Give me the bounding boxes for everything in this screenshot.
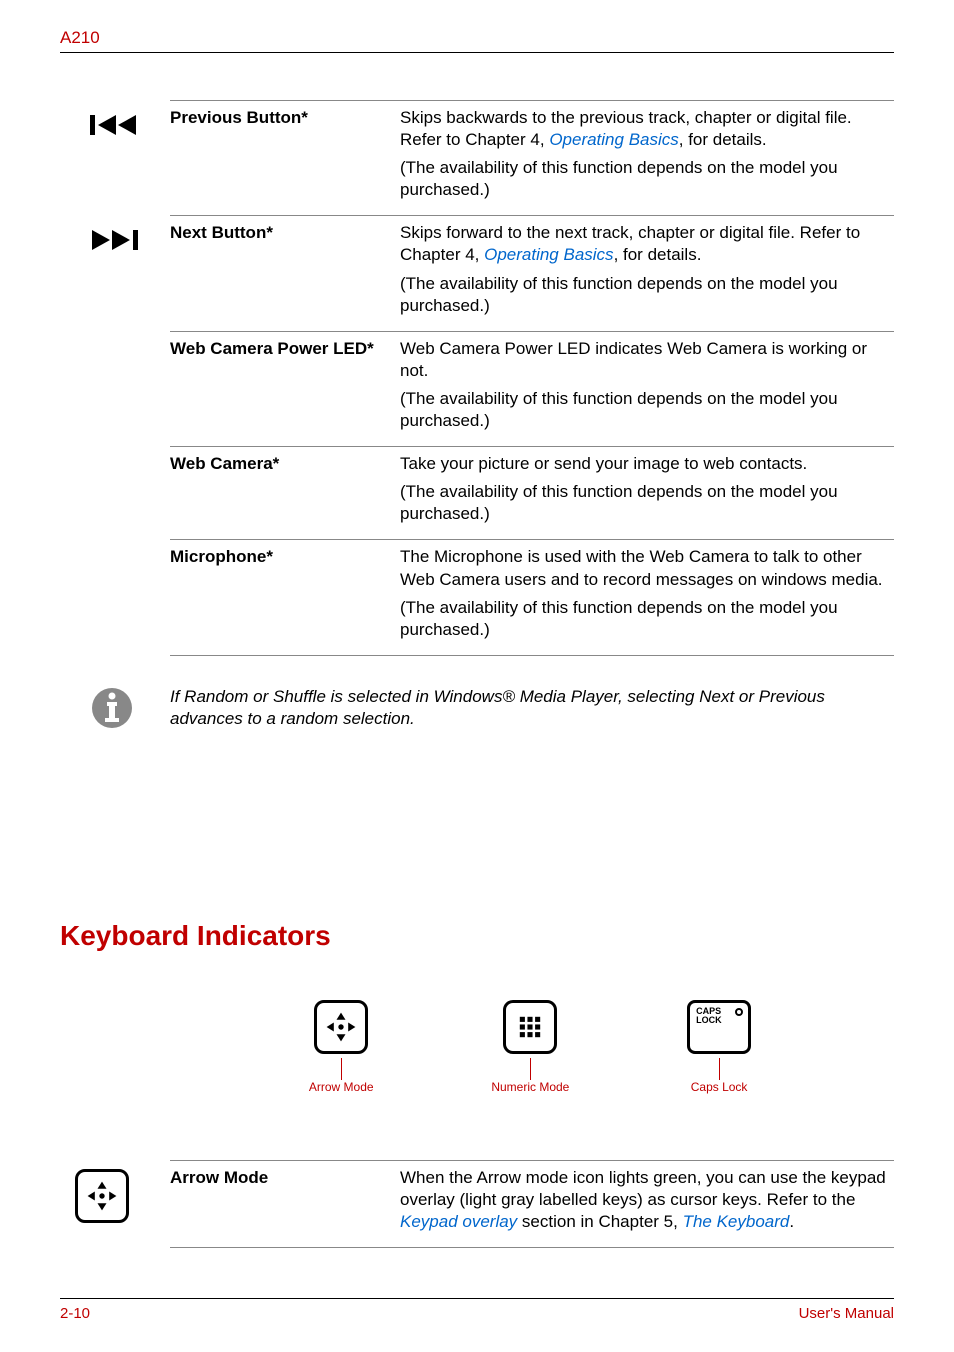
manual-label: User's Manual bbox=[799, 1305, 894, 1322]
term-desc: Skips backwards to the previous track, c… bbox=[400, 107, 894, 207]
availability-note: (The availability of this function depen… bbox=[400, 388, 894, 432]
section-title: Keyboard Indicators bbox=[60, 920, 331, 952]
desc-text: section in Chapter 5, bbox=[517, 1212, 682, 1231]
info-note: If Random or Shuffle is selected in Wind… bbox=[170, 686, 894, 730]
indicator-label: Caps Lock bbox=[687, 1080, 751, 1094]
term-desc: Take your picture or send your image to … bbox=[400, 453, 894, 531]
table-row: Previous Button* Skips backwards to the … bbox=[170, 100, 894, 215]
term-desc: The Microphone is used with the Web Came… bbox=[400, 546, 894, 646]
connector-line bbox=[719, 1058, 720, 1080]
indicator-label: Numeric Mode bbox=[491, 1080, 569, 1094]
table-row: Next Button* Skips forward to the next t… bbox=[170, 215, 894, 330]
next-icon bbox=[90, 222, 150, 257]
table-row: Microphone* The Microphone is used with … bbox=[170, 539, 894, 655]
keypad-overlay-link[interactable]: Keypad overlay bbox=[400, 1212, 517, 1231]
desc-text: Web Camera Power LED indicates Web Camer… bbox=[400, 338, 894, 382]
desc-text: The Microphone is used with the Web Came… bbox=[400, 546, 894, 590]
term-label: Next Button* bbox=[170, 222, 400, 322]
table-row: Web Camera Power LED* Web Camera Power L… bbox=[170, 331, 894, 446]
info-icon bbox=[90, 686, 160, 735]
term-desc: When the Arrow mode icon lights green, y… bbox=[400, 1167, 894, 1239]
caps-lock-indicator: CAPS LOCK Caps Lock bbox=[687, 1000, 751, 1094]
availability-note: (The availability of this function depen… bbox=[400, 273, 894, 317]
term-desc: Web Camera Power LED indicates Web Camer… bbox=[400, 338, 894, 438]
term-label: Arrow Mode bbox=[170, 1167, 400, 1239]
term-label: Microphone* bbox=[170, 546, 400, 646]
term-label: Previous Button* bbox=[170, 107, 400, 207]
desc-text: Take your picture or send your image to … bbox=[400, 453, 894, 475]
connector-line bbox=[341, 1058, 342, 1080]
term-label: Web Camera* bbox=[170, 453, 400, 531]
table-row: Arrow Mode When the Arrow mode icon ligh… bbox=[170, 1160, 894, 1248]
availability-note: (The availability of this function depen… bbox=[400, 481, 894, 525]
availability-note: (The availability of this function depen… bbox=[400, 597, 894, 641]
indicators-diagram: Arrow Mode Numeric Mode CAPS LOCK Ca bbox=[250, 1000, 810, 1094]
header-rule bbox=[60, 52, 894, 53]
page-number: 2-10 bbox=[60, 1305, 90, 1322]
caps-lock-key-icon: CAPS LOCK bbox=[687, 1000, 751, 1054]
indicator-label: Arrow Mode bbox=[309, 1080, 374, 1094]
the-keyboard-link[interactable]: The Keyboard bbox=[683, 1212, 790, 1231]
header-model: A210 bbox=[60, 28, 100, 48]
arrow-mode-key-icon bbox=[314, 1000, 368, 1054]
availability-note: (The availability of this function depen… bbox=[400, 157, 894, 201]
caps-text: LOCK bbox=[696, 1016, 722, 1025]
term-desc: Skips forward to the next track, chapter… bbox=[400, 222, 894, 322]
feature-table: Previous Button* Skips backwards to the … bbox=[170, 100, 894, 730]
arrow-mode-key-icon bbox=[75, 1169, 129, 1223]
page-footer: 2-10 User's Manual bbox=[60, 1298, 894, 1322]
table-row: Web Camera* Take your picture or send yo… bbox=[170, 446, 894, 539]
operating-basics-link[interactable]: Operating Basics bbox=[549, 130, 678, 149]
numeric-mode-key-icon bbox=[503, 1000, 557, 1054]
info-text: If Random or Shuffle is selected in Wind… bbox=[170, 686, 894, 730]
arrow-mode-indicator: Arrow Mode bbox=[309, 1000, 374, 1094]
desc-text: , for details. bbox=[679, 130, 767, 149]
operating-basics-link[interactable]: Operating Basics bbox=[484, 245, 613, 264]
numeric-mode-indicator: Numeric Mode bbox=[491, 1000, 569, 1094]
connector-line bbox=[530, 1058, 531, 1080]
desc-text: , for details. bbox=[614, 245, 702, 264]
term-label: Web Camera Power LED* bbox=[170, 338, 400, 438]
desc-text: . bbox=[789, 1212, 794, 1231]
caps-led-icon bbox=[735, 1008, 743, 1016]
previous-icon bbox=[90, 107, 150, 142]
desc-text: When the Arrow mode icon lights green, y… bbox=[400, 1168, 886, 1209]
arrow-mode-table: Arrow Mode When the Arrow mode icon ligh… bbox=[170, 1160, 894, 1248]
